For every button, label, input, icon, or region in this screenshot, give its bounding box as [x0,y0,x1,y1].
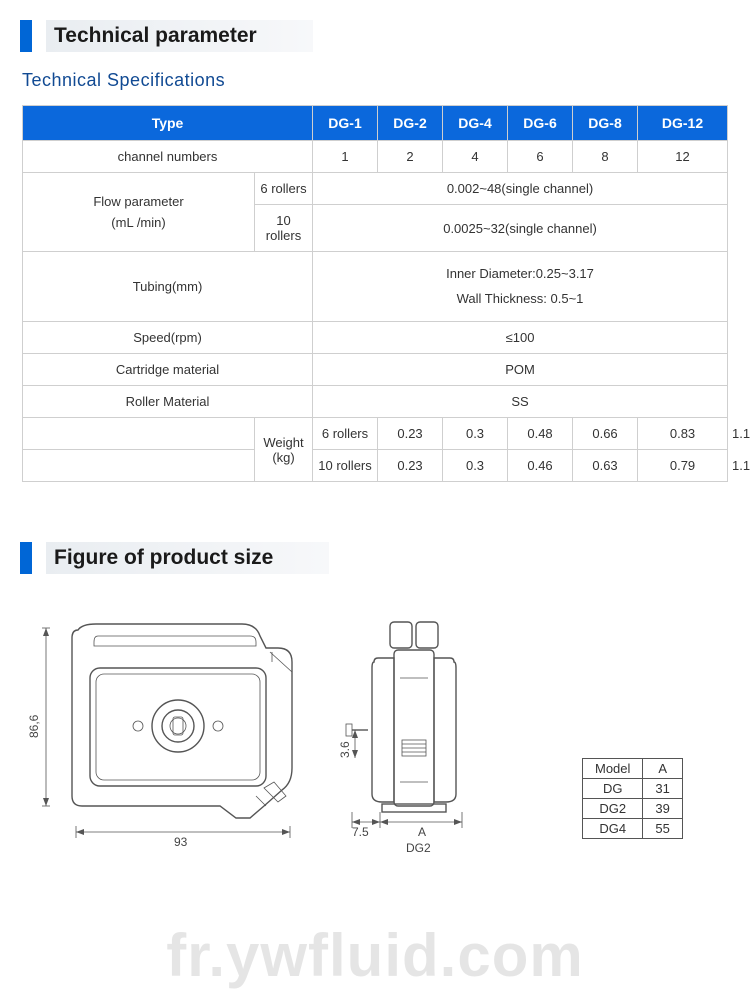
dim-height: 86,6 [27,715,41,739]
table-header-row: Type DG-1 DG-2 DG-4 DG-6 DG-8 DG-12 [23,106,728,141]
cell-w10-rollers: 10 rollers [313,450,378,482]
row-channel: channel numbers 1 2 4 6 8 12 [23,141,728,173]
cell: 55 [643,819,682,839]
cell: 2 [378,141,443,173]
cell-roller-label: Roller Material [23,386,313,418]
cell: 0.46 [508,450,573,482]
model-row: DG2 39 [583,799,683,819]
model-table: Model A DG 31 DG2 39 DG4 55 [582,758,683,839]
model-th-a: A [643,759,682,779]
cell: 31 [643,779,682,799]
header-title-box: Technical parameter [46,20,313,52]
cell-cartridge: POM [313,354,728,386]
cell: 0.3 [443,450,508,482]
tubing-line2: Wall Thickness: 0.5~1 [317,287,723,312]
flow-label-text: Flow parameter [27,194,250,209]
technical-spec-table: Type DG-1 DG-2 DG-4 DG-6 DG-8 DG-12 chan… [22,105,728,482]
tubing-line1: Inner Diameter:0.25~3.17 [317,262,723,287]
th-type: Type [23,106,313,141]
section-title: Figure of product size [54,546,273,570]
th-dg1: DG-1 [313,106,378,141]
cell-6rollers: 6 rollers [255,173,313,205]
header-title-box: Figure of product size [46,542,329,574]
cell-flow10: 0.0025~32(single channel) [313,205,728,252]
cell-weight-blank [23,418,255,450]
subheading-technical-specs: Technical Specifications [22,70,750,91]
cell: 0.23 [378,418,443,450]
cell: 0.23 [378,450,443,482]
cell: 0.66 [573,418,638,450]
header-accent-bar [20,20,32,52]
dim-3-6: 3.6 [338,741,352,758]
model-th-model: Model [583,759,643,779]
model-row: DG4 55 [583,819,683,839]
cell-flow-label: Flow parameter (mL /min) [23,173,255,252]
header-accent-bar [20,542,32,574]
flow-unit-text: (mL /min) [27,215,250,230]
product-size-diagram: 86,6 93 [20,608,730,858]
cell-weight-blank2 [23,450,255,482]
section-title: Technical parameter [54,24,257,48]
cell: 0.83 [638,418,728,450]
row-weight-10: 10 rollers 0.23 0.3 0.46 0.63 0.79 1.12 [23,450,728,482]
dim-7-5: 7.5 [352,825,369,839]
cell-tubing-value: Inner Diameter:0.25~3.17 Wall Thickness:… [313,252,728,322]
row-weight-6: Weight (kg) 6 rollers 0.23 0.3 0.48 0.66… [23,418,728,450]
section-header-figure: Figure of product size [20,542,750,574]
cell-flow6: 0.002~48(single channel) [313,173,728,205]
cell: 0.79 [638,450,728,482]
section-header-technical: Technical parameter [20,20,750,52]
model-head-row: Model A [583,759,683,779]
cell: DG4 [583,819,643,839]
th-dg12: DG-12 [638,106,728,141]
cell: 12 [638,141,728,173]
cell: 0.3 [443,418,508,450]
label-dg2: DG2 [406,841,431,855]
cell: 0.63 [573,450,638,482]
cell: DG [583,779,643,799]
row-cartridge: Cartridge material POM [23,354,728,386]
cell: DG2 [583,799,643,819]
row-tubing: Tubing(mm) Inner Diameter:0.25~3.17 Wall… [23,252,728,322]
cell-roller: SS [313,386,728,418]
th-dg4: DG-4 [443,106,508,141]
model-row: DG 31 [583,779,683,799]
cell-weight-label: Weight (kg) [255,418,313,482]
th-dg6: DG-6 [508,106,573,141]
cell: 8 [573,141,638,173]
cell-tubing-label: Tubing(mm) [23,252,313,322]
cell-speed-label: Speed(rpm) [23,322,313,354]
cell: 1 [313,141,378,173]
cell-channel-label: channel numbers [23,141,313,173]
cell: 6 [508,141,573,173]
cell-speed: ≤100 [313,322,728,354]
cell-cartridge-label: Cartridge material [23,354,313,386]
cell-10rollers: 10 rollers [255,205,313,252]
dim-width: 93 [174,835,188,849]
row-flow-6: Flow parameter (mL /min) 6 rollers 0.002… [23,173,728,205]
th-dg8: DG-8 [573,106,638,141]
th-dg2: DG-2 [378,106,443,141]
row-roller: Roller Material SS [23,386,728,418]
dim-a: A [418,825,426,839]
cell: 0.48 [508,418,573,450]
cell-w6-rollers: 6 rollers [313,418,378,450]
cell: 39 [643,799,682,819]
row-speed: Speed(rpm) ≤100 [23,322,728,354]
watermark-text: fr.ywfluid.com [166,921,583,990]
cell: 4 [443,141,508,173]
